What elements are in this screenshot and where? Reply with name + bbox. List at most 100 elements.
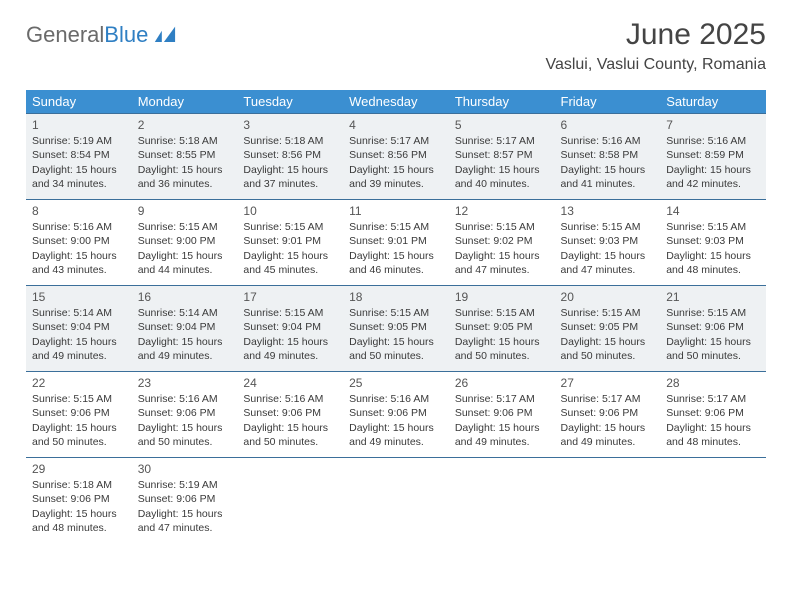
day-number: 20 [561,289,655,305]
sunset-text: Sunset: 9:03 PM [666,234,760,248]
sunset-text: Sunset: 9:06 PM [138,492,232,506]
calendar-page: GeneralBlue June 2025 Vaslui, Vaslui Cou… [0,0,792,544]
sunrise-text: Sunrise: 5:15 AM [455,220,549,234]
daylight-text: Daylight: 15 hours and 47 minutes. [455,249,549,277]
sunrise-text: Sunrise: 5:14 AM [138,306,232,320]
sunset-text: Sunset: 9:03 PM [561,234,655,248]
calendar-day-cell: 4Sunrise: 5:17 AMSunset: 8:56 PMDaylight… [343,114,449,200]
calendar-day-cell: 24Sunrise: 5:16 AMSunset: 9:06 PMDayligh… [237,372,343,458]
sunset-text: Sunset: 9:00 PM [138,234,232,248]
location-text: Vaslui, Vaslui County, Romania [545,56,766,74]
day-number: 4 [349,117,443,133]
day-number: 13 [561,203,655,219]
calendar-day-cell: 21Sunrise: 5:15 AMSunset: 9:06 PMDayligh… [660,286,766,372]
calendar-day-cell: 5Sunrise: 5:17 AMSunset: 8:57 PMDaylight… [449,114,555,200]
day-number: 28 [666,375,760,391]
calendar-week-row: 29Sunrise: 5:18 AMSunset: 9:06 PMDayligh… [26,458,766,544]
sunrise-text: Sunrise: 5:15 AM [455,306,549,320]
sunrise-text: Sunrise: 5:19 AM [138,478,232,492]
sunrise-text: Sunrise: 5:19 AM [32,134,126,148]
sunrise-text: Sunrise: 5:16 AM [666,134,760,148]
calendar-day-cell: 10Sunrise: 5:15 AMSunset: 9:01 PMDayligh… [237,200,343,286]
calendar-day-cell: 16Sunrise: 5:14 AMSunset: 9:04 PMDayligh… [132,286,238,372]
calendar-day-cell: 9Sunrise: 5:15 AMSunset: 9:00 PMDaylight… [132,200,238,286]
calendar-body: 1Sunrise: 5:19 AMSunset: 8:54 PMDaylight… [26,114,766,544]
day-number: 5 [455,117,549,133]
calendar-day-cell: 30Sunrise: 5:19 AMSunset: 9:06 PMDayligh… [132,458,238,544]
daylight-text: Daylight: 15 hours and 50 minutes. [243,421,337,449]
daylight-text: Daylight: 15 hours and 49 minutes. [32,335,126,363]
sunrise-text: Sunrise: 5:17 AM [561,392,655,406]
calendar-day-cell: 11Sunrise: 5:15 AMSunset: 9:01 PMDayligh… [343,200,449,286]
sunset-text: Sunset: 9:06 PM [32,406,126,420]
weekday-header: Thursday [449,90,555,114]
calendar-day-cell: 22Sunrise: 5:15 AMSunset: 9:06 PMDayligh… [26,372,132,458]
day-number: 27 [561,375,655,391]
daylight-text: Daylight: 15 hours and 49 minutes. [455,421,549,449]
calendar-day-cell: 23Sunrise: 5:16 AMSunset: 9:06 PMDayligh… [132,372,238,458]
day-number: 2 [138,117,232,133]
day-number: 25 [349,375,443,391]
sunrise-text: Sunrise: 5:16 AM [561,134,655,148]
calendar-day-cell: 13Sunrise: 5:15 AMSunset: 9:03 PMDayligh… [555,200,661,286]
calendar-day-cell: 18Sunrise: 5:15 AMSunset: 9:05 PMDayligh… [343,286,449,372]
daylight-text: Daylight: 15 hours and 43 minutes. [32,249,126,277]
sunset-text: Sunset: 9:06 PM [32,492,126,506]
day-number: 21 [666,289,760,305]
weekday-header: Friday [555,90,661,114]
sunrise-text: Sunrise: 5:15 AM [349,306,443,320]
daylight-text: Daylight: 15 hours and 48 minutes. [666,249,760,277]
sunrise-text: Sunrise: 5:15 AM [243,306,337,320]
calendar-day-cell: 1Sunrise: 5:19 AMSunset: 8:54 PMDaylight… [26,114,132,200]
brand-part2: Blue [104,24,148,46]
sunrise-text: Sunrise: 5:16 AM [32,220,126,234]
sunrise-text: Sunrise: 5:18 AM [138,134,232,148]
sunrise-text: Sunrise: 5:15 AM [32,392,126,406]
sunrise-text: Sunrise: 5:15 AM [349,220,443,234]
sunset-text: Sunset: 8:54 PM [32,148,126,162]
calendar-day-cell: 19Sunrise: 5:15 AMSunset: 9:05 PMDayligh… [449,286,555,372]
sunset-text: Sunset: 9:05 PM [455,320,549,334]
weekday-header: Tuesday [237,90,343,114]
calendar-day-cell: 28Sunrise: 5:17 AMSunset: 9:06 PMDayligh… [660,372,766,458]
daylight-text: Daylight: 15 hours and 50 minutes. [561,335,655,363]
header-row: GeneralBlue June 2025 Vaslui, Vaslui Cou… [26,18,766,80]
daylight-text: Daylight: 15 hours and 37 minutes. [243,163,337,191]
daylight-text: Daylight: 15 hours and 49 minutes. [243,335,337,363]
calendar-empty-cell [343,458,449,544]
daylight-text: Daylight: 15 hours and 50 minutes. [666,335,760,363]
calendar-day-cell: 8Sunrise: 5:16 AMSunset: 9:00 PMDaylight… [26,200,132,286]
weekday-header: Monday [132,90,238,114]
calendar-day-cell: 6Sunrise: 5:16 AMSunset: 8:58 PMDaylight… [555,114,661,200]
sunset-text: Sunset: 9:04 PM [138,320,232,334]
calendar-day-cell: 15Sunrise: 5:14 AMSunset: 9:04 PMDayligh… [26,286,132,372]
calendar-empty-cell [555,458,661,544]
weekday-header: Saturday [660,90,766,114]
sunrise-text: Sunrise: 5:15 AM [243,220,337,234]
sunrise-text: Sunrise: 5:17 AM [455,134,549,148]
sunrise-text: Sunrise: 5:15 AM [561,220,655,234]
daylight-text: Daylight: 15 hours and 49 minutes. [138,335,232,363]
daylight-text: Daylight: 15 hours and 49 minutes. [561,421,655,449]
calendar-day-cell: 12Sunrise: 5:15 AMSunset: 9:02 PMDayligh… [449,200,555,286]
sunset-text: Sunset: 9:02 PM [455,234,549,248]
daylight-text: Daylight: 15 hours and 44 minutes. [138,249,232,277]
daylight-text: Daylight: 15 hours and 50 minutes. [455,335,549,363]
calendar-day-cell: 26Sunrise: 5:17 AMSunset: 9:06 PMDayligh… [449,372,555,458]
daylight-text: Daylight: 15 hours and 50 minutes. [349,335,443,363]
sunrise-text: Sunrise: 5:17 AM [666,392,760,406]
sunrise-text: Sunrise: 5:16 AM [243,392,337,406]
calendar-empty-cell [660,458,766,544]
sunset-text: Sunset: 9:01 PM [243,234,337,248]
brand-logo: GeneralBlue [26,18,180,46]
daylight-text: Daylight: 15 hours and 40 minutes. [455,163,549,191]
sunrise-text: Sunrise: 5:17 AM [455,392,549,406]
sunset-text: Sunset: 9:05 PM [561,320,655,334]
sunset-text: Sunset: 9:06 PM [561,406,655,420]
calendar-day-cell: 7Sunrise: 5:16 AMSunset: 8:59 PMDaylight… [660,114,766,200]
weekday-header: Wednesday [343,90,449,114]
sunset-text: Sunset: 9:05 PM [349,320,443,334]
logo-sails-icon [152,25,180,45]
sunset-text: Sunset: 9:06 PM [349,406,443,420]
daylight-text: Daylight: 15 hours and 47 minutes. [138,507,232,535]
